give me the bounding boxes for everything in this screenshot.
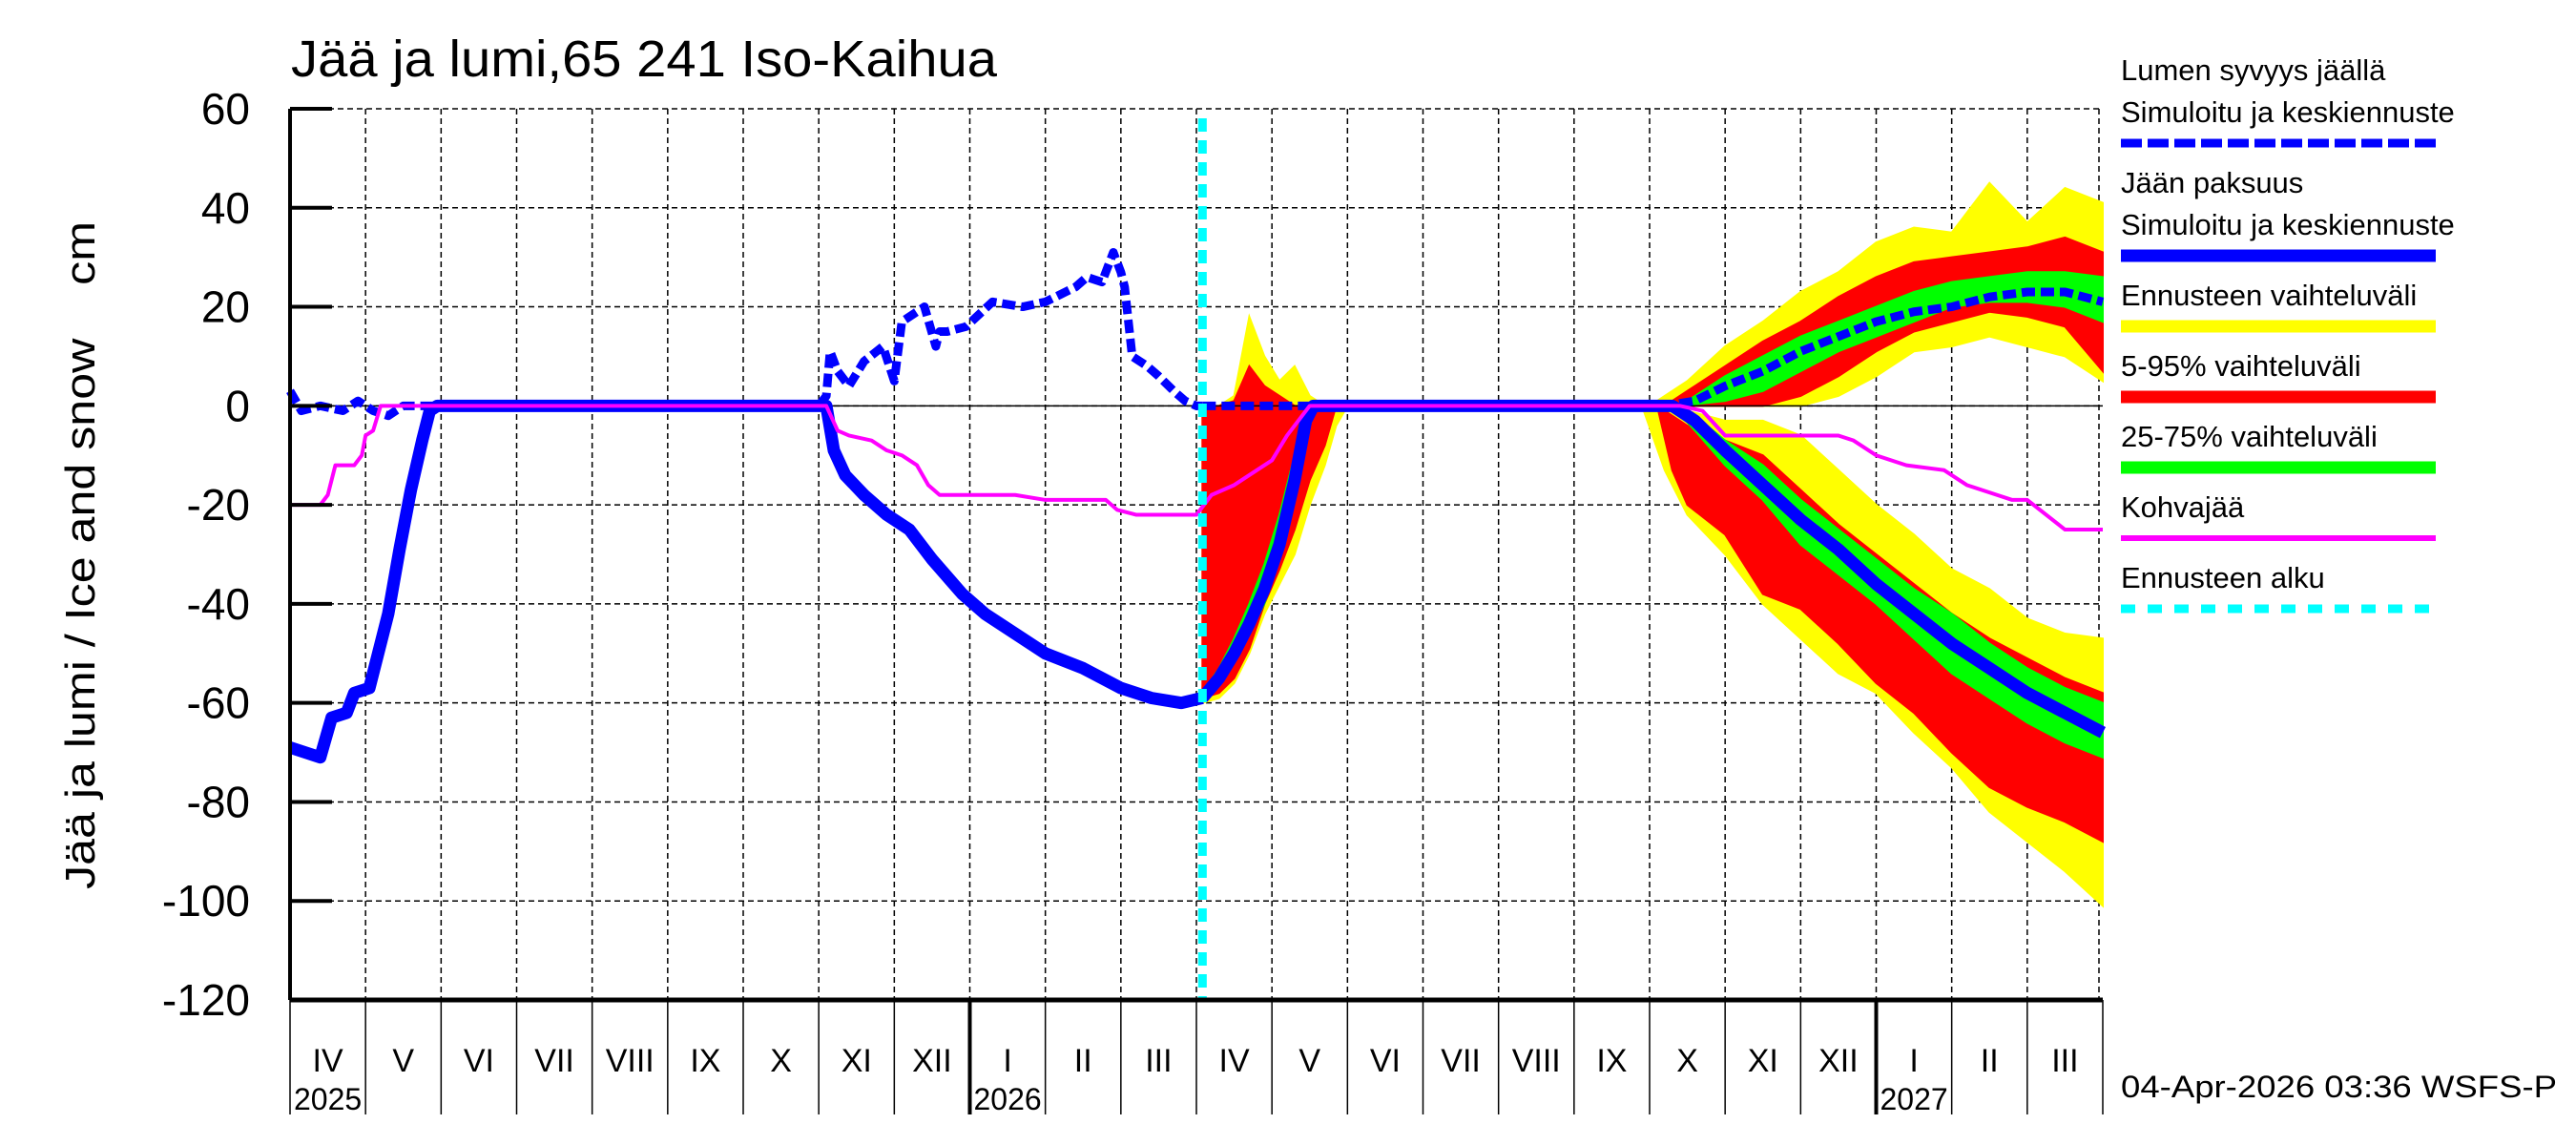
month-label: VI — [1370, 1043, 1401, 1079]
year-label: 2026 — [974, 1082, 1042, 1116]
month-label: X — [770, 1043, 792, 1079]
x-month-labels: IV V VI VII VIII IX X XI XII I II III IV V VI VII VIII IX… — [294, 1043, 2079, 1116]
month-label: IV — [313, 1043, 343, 1079]
y-tick-label: 40 — [201, 183, 250, 233]
legend-label: 25-75% vaihteluväli — [2121, 420, 2378, 453]
axes — [288, 107, 2104, 1114]
forecast-band — [1655, 404, 2104, 843]
series-line — [1197, 399, 2107, 739]
legend-label: Lumen syvyys jäällä — [2121, 53, 2386, 87]
y-tick-label: 20 — [201, 282, 250, 332]
y-tick-label: -80 — [187, 777, 250, 826]
month-label: II — [1074, 1043, 1092, 1079]
month-label: II — [1981, 1043, 1999, 1079]
month-label: V — [392, 1043, 414, 1079]
month-label: X — [1676, 1043, 1698, 1079]
month-label: VI — [464, 1043, 494, 1079]
y-tick-label: -120 — [162, 975, 250, 1025]
y-tick-labels: 60 40 20 0 -20 -40 -60 -80 -100 -120 — [162, 84, 250, 1025]
forecast-band — [1201, 364, 1338, 699]
month-label: VII — [534, 1043, 574, 1079]
y-tick-label: -40 — [187, 579, 250, 629]
month-label: IV — [1219, 1043, 1250, 1079]
month-label: IX — [1596, 1043, 1627, 1079]
series-line — [1202, 287, 2105, 410]
month-label: I — [1909, 1043, 1918, 1079]
y-tick-label: 0 — [225, 381, 250, 430]
legend-label: Simuloitu ja keskiennuste — [2121, 95, 2455, 129]
legend-label: Jään paksuus — [2121, 166, 2303, 199]
legend-label: Ennusteen alku — [2121, 561, 2325, 594]
month-label: VIII — [606, 1043, 654, 1079]
legend-label: Kohvajää — [2121, 490, 2245, 524]
year-label: 2025 — [294, 1082, 362, 1116]
legend: Lumen syvyys jäällä Simuloitu ja keskienn… — [2121, 53, 2455, 614]
legend-label: Simuloitu ja keskiennuste — [2121, 208, 2455, 241]
month-label: III — [1145, 1043, 1172, 1079]
series-line — [290, 404, 2103, 532]
y-axis-label: Jää ja lumi / Ice and snow cm — [57, 221, 104, 889]
data-series — [286, 247, 2107, 764]
legend-label: Ennusteen vaihteluväli — [2121, 279, 2417, 312]
month-label: XII — [1818, 1043, 1859, 1079]
y-tick-label: -20 — [187, 480, 250, 530]
forecast-bands — [1201, 181, 2104, 908]
year-label: 2027 — [1880, 1082, 1948, 1116]
month-label: VIII — [1512, 1043, 1561, 1079]
chart-title: Jää ja lumi,65 241 Iso-Kaihua — [291, 31, 998, 88]
legend-label: 5-95% vaihteluväli — [2121, 349, 2361, 383]
timestamp: 04-Apr-2026 03:36 WSFS-P — [2121, 1070, 2557, 1104]
month-label: V — [1298, 1043, 1320, 1079]
month-label: I — [1003, 1043, 1011, 1079]
month-label: III — [2051, 1043, 2078, 1079]
month-label: XII — [912, 1043, 952, 1079]
series-line — [287, 399, 1204, 764]
month-label: XI — [1748, 1043, 1778, 1079]
month-label: VII — [1441, 1043, 1481, 1079]
month-label: XI — [841, 1043, 872, 1079]
y-tick-label: -60 — [187, 678, 250, 728]
y-tick-label: 60 — [201, 84, 250, 134]
month-label: IX — [690, 1043, 720, 1079]
series-line — [286, 247, 1203, 421]
y-tick-label: -100 — [162, 876, 250, 926]
